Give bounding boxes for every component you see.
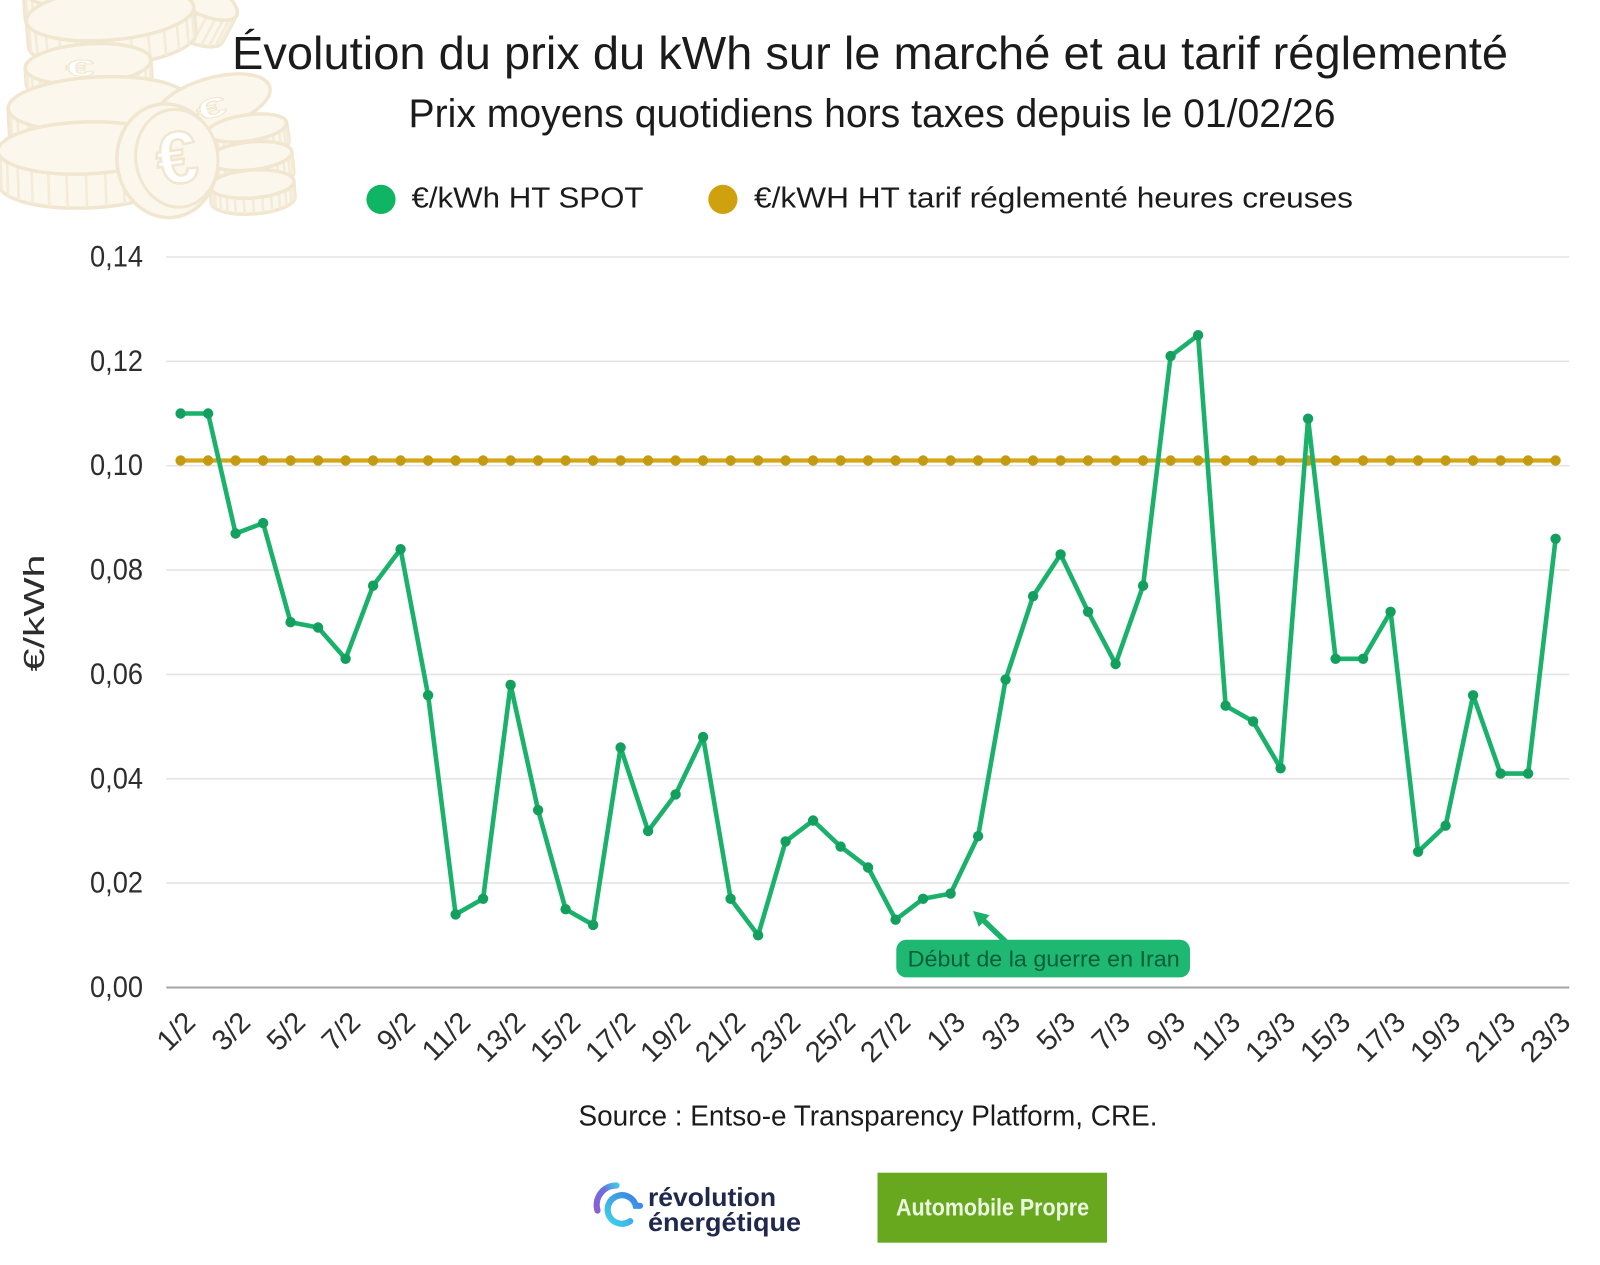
svg-text:Source : Entso-e Transparency: Source : Entso-e Transparency Platform, … (579, 1101, 1158, 1133)
svg-text:€/kWh: €/kWh (19, 555, 51, 672)
svg-text:0,14: 0,14 (90, 241, 143, 274)
svg-text:révolution: révolution (648, 1182, 776, 1212)
svg-text:Prix moyens quotidiens hors ta: Prix moyens quotidiens hors taxes depuis… (409, 92, 1336, 136)
svg-text:Début de la guerre en Iran: Début de la guerre en Iran (908, 947, 1180, 972)
svg-text:Évolution du prix du kWh sur l: Évolution du prix du kWh sur le marché e… (232, 27, 1508, 79)
svg-text:0,12: 0,12 (90, 345, 143, 378)
svg-text:€/kWh HT SPOT: €/kWh HT SPOT (412, 183, 644, 215)
svg-text:0,02: 0,02 (90, 867, 143, 900)
svg-text:Automobile Propre: Automobile Propre (896, 1195, 1089, 1222)
svg-text:0,04: 0,04 (90, 762, 143, 795)
svg-text:0,08: 0,08 (90, 554, 143, 587)
svg-text:0,00: 0,00 (90, 971, 143, 1004)
svg-text:0,10: 0,10 (90, 449, 143, 482)
svg-text:énergétique: énergétique (648, 1207, 801, 1237)
svg-text:0,06: 0,06 (90, 658, 143, 691)
svg-text:€/kWH HT tarif réglementé heur: €/kWH HT tarif réglementé heures creuses (754, 183, 1353, 215)
